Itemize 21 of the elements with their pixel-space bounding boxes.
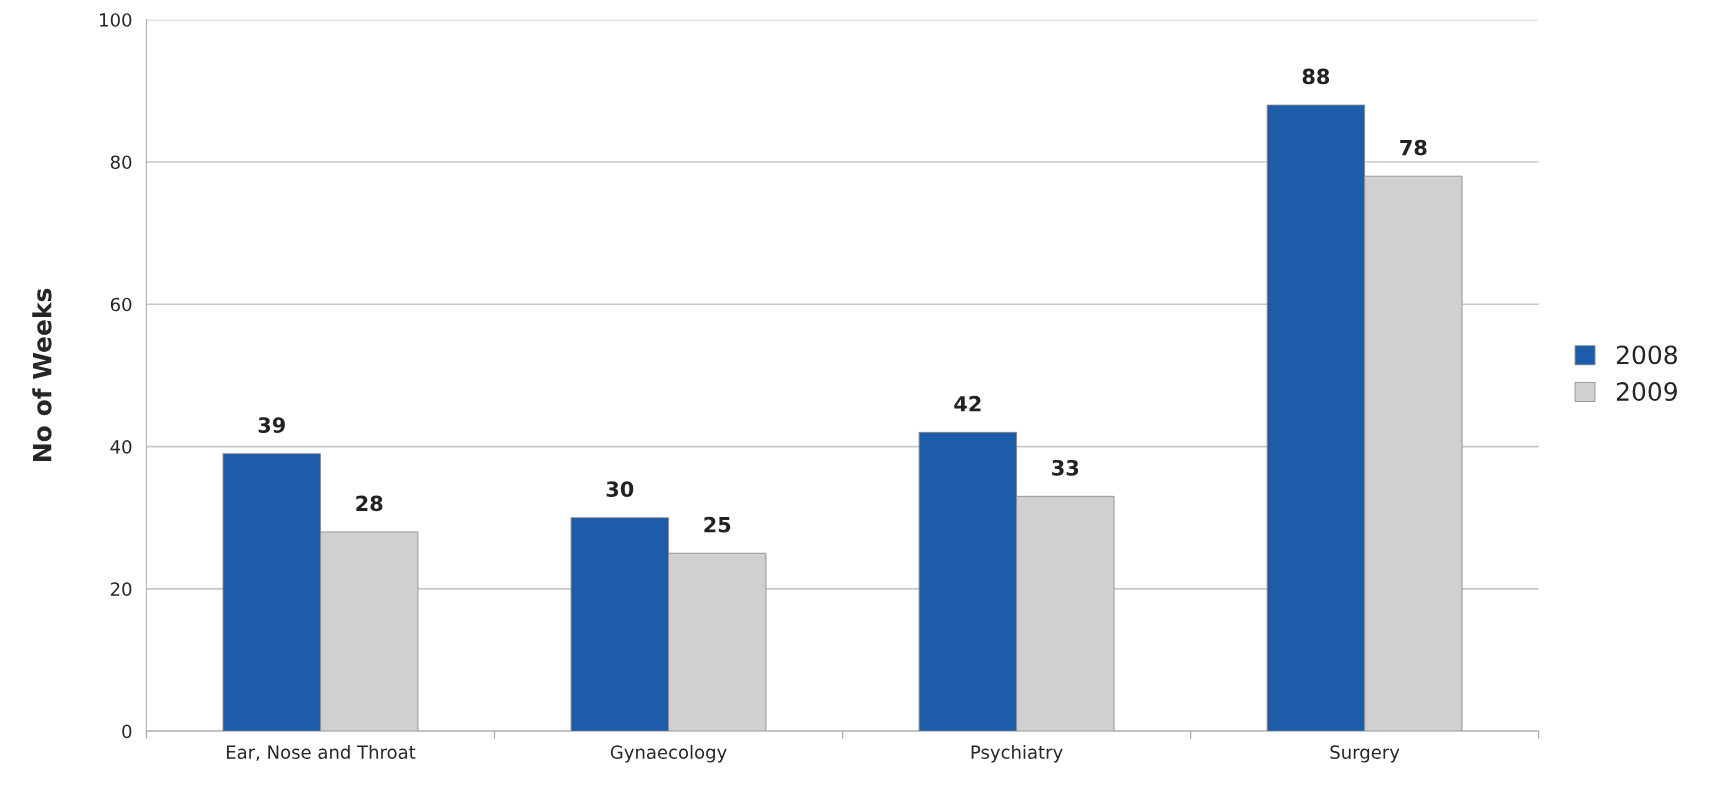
legend-label: 2009 [1616, 382, 1677, 401]
y-tick-label: 100 [100, 13, 132, 27]
y-tick-label: 80 [110, 155, 132, 170]
x-tick-label: Ear, Nose and Throat [226, 745, 416, 761]
data-label: 25 [704, 516, 731, 533]
data-label: 33 [1052, 459, 1079, 476]
data-label: 30 [606, 481, 634, 497]
x-tick-label: Surgery [1330, 745, 1400, 763]
data-label: 88 [1302, 68, 1330, 85]
legend-label: 2008 [1616, 345, 1677, 365]
data-label: 42 [954, 395, 981, 412]
y-tick-label: 60 [110, 297, 132, 312]
data-label: 78 [1400, 139, 1427, 156]
y-tick-label: 20 [110, 582, 132, 596]
x-tick-label: Gynaecology [610, 745, 727, 763]
x-tick-label: Psychiatry [971, 745, 1063, 763]
y-tick-label: 40 [110, 440, 132, 454]
y-tick-label: 0 [122, 724, 132, 739]
y-axis-title: No of Weeks [32, 288, 52, 461]
data-label: 28 [356, 495, 383, 512]
data-label: 39 [258, 417, 285, 433]
